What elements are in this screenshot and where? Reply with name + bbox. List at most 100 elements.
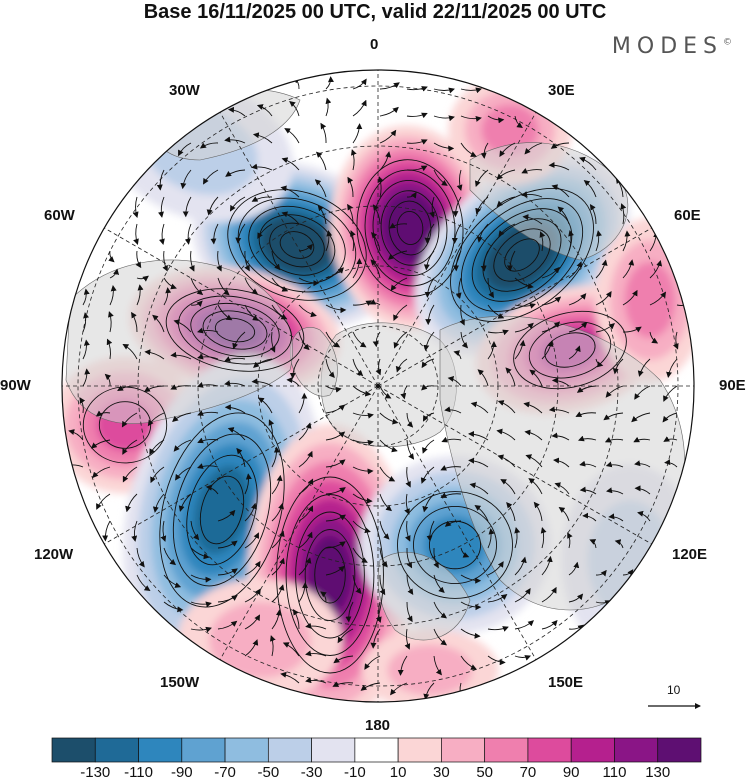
wind-vector [514, 339, 526, 360]
wind-vector [634, 385, 651, 400]
wind-vector [163, 547, 177, 566]
wind-vector [460, 547, 470, 558]
wind-vector [190, 574, 212, 583]
wind-vector [404, 520, 411, 542]
wind-vector [424, 277, 435, 298]
wind-vector [541, 586, 557, 603]
colorbar-swatch [181, 737, 226, 763]
colorbar-tick: 70 [519, 764, 537, 781]
colorbar-swatch [51, 737, 96, 763]
wind-vector [135, 250, 142, 269]
wind-vector [325, 565, 345, 576]
wind-vector [460, 628, 481, 639]
wind-vector [608, 513, 624, 522]
wind-vector [568, 593, 584, 603]
wind-vector [425, 304, 435, 326]
wind-vector [498, 223, 516, 237]
wind-vector [352, 331, 367, 348]
brand-copyright: © [723, 37, 732, 48]
wind-vector [352, 493, 373, 504]
wind-vector [578, 435, 597, 442]
wind-vector [460, 142, 477, 157]
wind-vector [496, 428, 516, 441]
wind-vector [372, 204, 381, 225]
wind-vector [95, 410, 111, 417]
wind-vector [158, 196, 165, 218]
wind-vector [460, 601, 482, 611]
wind-vector [108, 250, 115, 263]
wind-vector [372, 331, 381, 348]
wind-vector [433, 628, 448, 646]
wind-vector [106, 338, 113, 360]
wind-vector [469, 482, 489, 495]
wind-vector [406, 191, 417, 199]
wind-vector [582, 512, 597, 522]
brand-logo: MODES© [612, 34, 732, 59]
wind-vector [256, 104, 273, 117]
wind-vector [390, 682, 408, 696]
wind-vector [197, 410, 219, 416]
wind-vector [460, 331, 469, 349]
wind-vector [244, 560, 261, 576]
wind-vector [456, 169, 463, 191]
wind-vector [369, 299, 381, 306]
wind-vector [568, 624, 585, 631]
wind-vector [125, 493, 138, 513]
wind-vector [487, 277, 494, 299]
wind-vector [333, 655, 354, 664]
wind-vector [271, 250, 281, 271]
wind-vector [622, 230, 631, 252]
wind-vector [347, 203, 354, 225]
wind-vector [514, 277, 534, 290]
colorbar-tick: -50 [257, 764, 280, 781]
wind-vector [203, 169, 219, 185]
wind-vector [433, 574, 445, 594]
wind-vector [325, 487, 346, 495]
wind-vector [404, 493, 410, 515]
wind-vector [251, 163, 273, 171]
wind-vector [400, 385, 408, 400]
wind-vector [217, 277, 230, 296]
wind-vectors [64, 76, 693, 700]
wind-vector [298, 478, 314, 495]
wind-vector [325, 76, 334, 90]
wind-vector [149, 439, 165, 456]
wind-vector [595, 291, 612, 306]
wind-vector [637, 358, 651, 377]
colorbar-swatch [441, 737, 486, 763]
wind-vector [379, 82, 400, 90]
wind-vector [122, 466, 138, 483]
wind-vector [475, 196, 489, 215]
wind-vector [379, 493, 392, 512]
lon-label-30w: 30W [169, 82, 200, 99]
wind-vector [269, 331, 276, 353]
colorbar-tick: 90 [562, 764, 580, 781]
wind-vector [379, 466, 396, 482]
wind-vector [583, 180, 597, 198]
wind-vector [393, 304, 408, 322]
wind-vector [575, 411, 597, 417]
colorbar-tick: -10 [344, 764, 366, 781]
wind-vector [132, 196, 139, 218]
colorbar-tick: 130 [645, 764, 671, 781]
wind-vector [514, 527, 521, 549]
wind-vector [474, 169, 489, 188]
wind-vector [568, 293, 587, 306]
wind-vector [182, 196, 192, 218]
wind-vector [190, 520, 200, 541]
wind-vector [178, 493, 192, 512]
wind-vector [553, 457, 570, 468]
wind-vector [170, 351, 192, 360]
wind-vector [197, 382, 219, 388]
wind-vector [557, 206, 570, 225]
wind-vector [232, 331, 246, 350]
wind-vector [467, 430, 489, 441]
wind-vector [514, 655, 532, 661]
wind-vector [666, 358, 678, 378]
wind-vector [389, 222, 408, 229]
wind-vector [286, 377, 300, 387]
wind-vector [595, 259, 608, 279]
wind-vector [539, 231, 546, 252]
wind-vector [227, 427, 246, 441]
lon-label-180: 180 [365, 717, 391, 734]
